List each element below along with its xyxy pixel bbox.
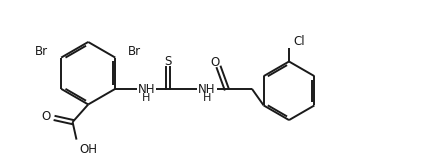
- Text: OH: OH: [80, 143, 97, 155]
- Text: Br: Br: [128, 45, 141, 58]
- Text: O: O: [41, 110, 50, 123]
- Text: Cl: Cl: [293, 36, 304, 49]
- Text: NH: NH: [138, 83, 155, 96]
- Text: H: H: [142, 93, 150, 103]
- Text: NH: NH: [198, 83, 216, 96]
- Text: S: S: [164, 55, 172, 68]
- Text: Br: Br: [35, 45, 48, 58]
- Text: H: H: [203, 93, 211, 103]
- Text: O: O: [210, 56, 220, 69]
